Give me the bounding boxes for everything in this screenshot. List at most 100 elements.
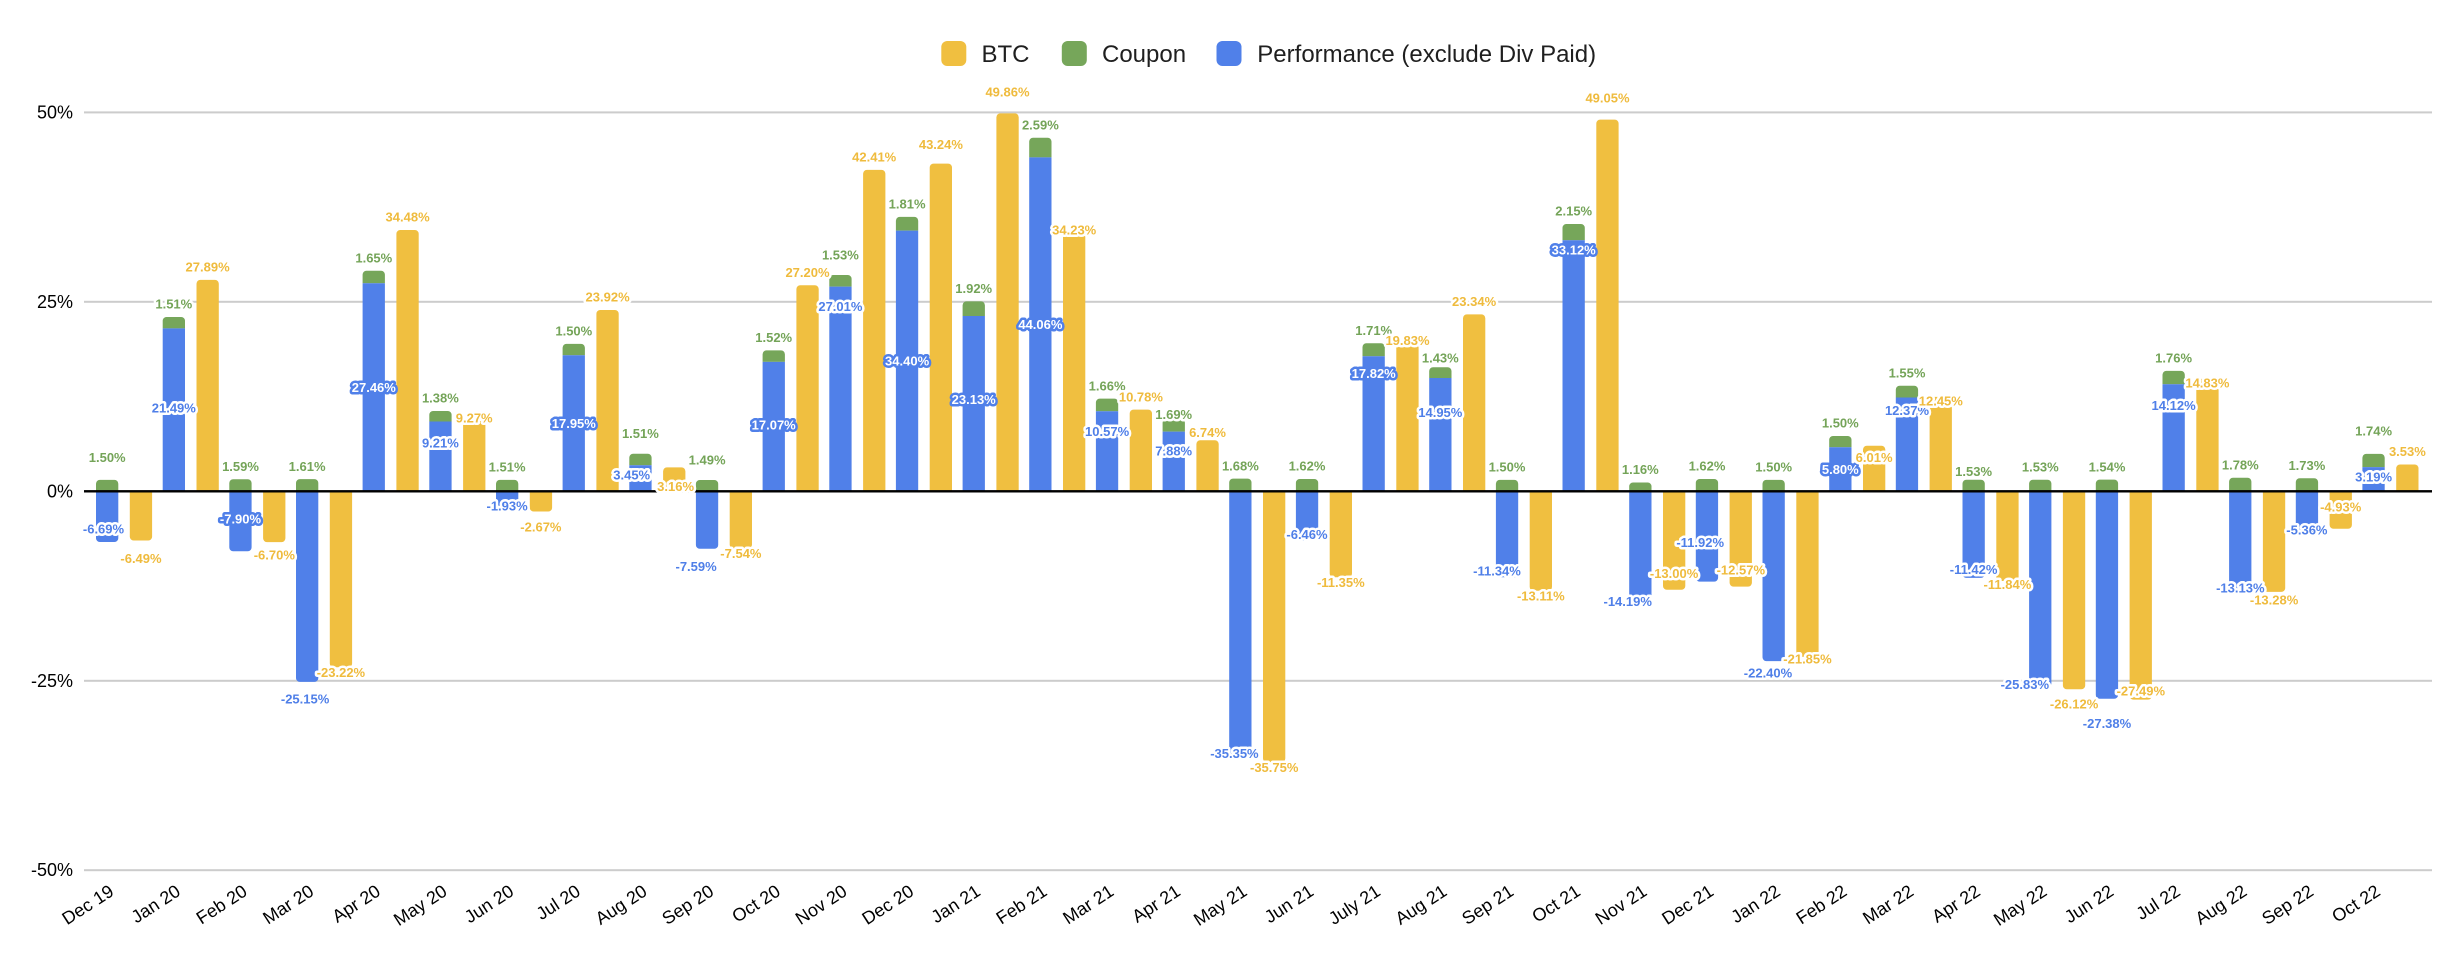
svg-text:-11.92%: -11.92% xyxy=(1676,535,1724,550)
svg-text:23.13%: 23.13% xyxy=(952,392,997,407)
svg-text:1.51%: 1.51% xyxy=(155,297,192,312)
svg-text:34.40%: 34.40% xyxy=(885,354,930,369)
svg-text:-2.67%: -2.67% xyxy=(520,520,562,535)
svg-text:3.19%: 3.19% xyxy=(2355,470,2392,485)
svg-text:6.01%: 6.01% xyxy=(1856,450,1893,465)
svg-text:-7.90%: -7.90% xyxy=(220,512,262,527)
svg-text:-50%: -50% xyxy=(31,860,73,880)
svg-text:17.95%: 17.95% xyxy=(552,416,597,431)
svg-text:27.01%: 27.01% xyxy=(818,299,863,314)
svg-text:1.53%: 1.53% xyxy=(1955,464,1992,479)
svg-text:-13.11%: -13.11% xyxy=(1517,588,1565,603)
svg-text:1.74%: 1.74% xyxy=(2355,424,2392,439)
svg-text:43.24%: 43.24% xyxy=(919,137,964,152)
svg-text:1.69%: 1.69% xyxy=(1155,407,1192,422)
svg-text:-23.22%: -23.22% xyxy=(317,665,366,680)
svg-text:10.57%: 10.57% xyxy=(1085,424,1130,439)
svg-text:5.80%: 5.80% xyxy=(1822,462,1859,477)
svg-text:0%: 0% xyxy=(47,481,73,501)
svg-text:1.50%: 1.50% xyxy=(1822,416,1859,431)
svg-text:1.62%: 1.62% xyxy=(1689,459,1726,474)
svg-text:9.27%: 9.27% xyxy=(456,410,493,425)
svg-text:3.16%: 3.16% xyxy=(657,479,694,494)
svg-text:1.71%: 1.71% xyxy=(1355,323,1392,338)
svg-text:14.95%: 14.95% xyxy=(1418,405,1463,420)
svg-text:17.07%: 17.07% xyxy=(752,418,797,433)
svg-text:Coupon: Coupon xyxy=(1102,41,1186,68)
svg-text:1.53%: 1.53% xyxy=(822,248,859,263)
svg-text:50%: 50% xyxy=(37,102,73,122)
svg-text:BTC: BTC xyxy=(982,41,1030,68)
svg-text:7.88%: 7.88% xyxy=(1155,444,1192,459)
svg-text:21.49%: 21.49% xyxy=(152,401,197,416)
svg-text:-13.00%: -13.00% xyxy=(1650,566,1699,581)
svg-text:-14.19%: -14.19% xyxy=(1603,594,1652,609)
svg-text:10.78%: 10.78% xyxy=(1119,389,1164,404)
svg-text:1.50%: 1.50% xyxy=(1489,460,1526,475)
svg-text:-11.84%: -11.84% xyxy=(1984,577,2032,592)
svg-text:2.15%: 2.15% xyxy=(1555,204,1592,219)
svg-text:1.49%: 1.49% xyxy=(689,452,726,467)
svg-text:49.86%: 49.86% xyxy=(985,84,1030,99)
svg-text:-6.49%: -6.49% xyxy=(120,551,162,566)
svg-text:6.74%: 6.74% xyxy=(1189,425,1226,440)
svg-text:34.23%: 34.23% xyxy=(1052,222,1097,237)
svg-text:-35.75%: -35.75% xyxy=(1250,760,1299,775)
svg-text:3.45%: 3.45% xyxy=(613,468,650,483)
svg-text:27.20%: 27.20% xyxy=(785,265,830,280)
svg-text:-22.40%: -22.40% xyxy=(1744,666,1793,681)
svg-text:Performance (exclude Div Paid): Performance (exclude Div Paid) xyxy=(1257,41,1596,68)
svg-text:1.55%: 1.55% xyxy=(1889,366,1926,381)
svg-text:44.06%: 44.06% xyxy=(1018,317,1063,332)
svg-text:-25%: -25% xyxy=(31,671,73,691)
svg-text:-1.93%: -1.93% xyxy=(486,499,528,514)
svg-text:-6.70%: -6.70% xyxy=(254,547,296,562)
svg-text:-35.35%: -35.35% xyxy=(1210,746,1259,761)
svg-text:-7.59%: -7.59% xyxy=(675,559,717,574)
svg-text:19.83%: 19.83% xyxy=(1385,333,1430,348)
svg-text:1.78%: 1.78% xyxy=(2222,458,2259,473)
svg-text:17.82%: 17.82% xyxy=(1352,366,1397,381)
svg-text:-11.34%: -11.34% xyxy=(1473,563,1521,578)
svg-text:1.38%: 1.38% xyxy=(422,391,459,406)
svg-text:1.65%: 1.65% xyxy=(355,250,392,265)
svg-text:23.34%: 23.34% xyxy=(1452,294,1497,309)
svg-text:-4.93%: -4.93% xyxy=(2320,500,2362,515)
svg-text:-21.85%: -21.85% xyxy=(1783,652,1832,667)
svg-text:-13.13%: -13.13% xyxy=(2216,581,2265,596)
svg-text:1.68%: 1.68% xyxy=(1222,458,1259,473)
svg-text:27.46%: 27.46% xyxy=(352,380,397,395)
svg-text:-25.15%: -25.15% xyxy=(281,691,330,706)
svg-text:1.73%: 1.73% xyxy=(2288,458,2325,473)
svg-text:1.76%: 1.76% xyxy=(2155,351,2192,366)
svg-text:14.12%: 14.12% xyxy=(2152,398,2197,413)
svg-text:-12.57%: -12.57% xyxy=(1717,562,1766,577)
svg-text:25%: 25% xyxy=(37,292,73,312)
svg-text:42.41%: 42.41% xyxy=(852,150,897,165)
svg-text:-27.38%: -27.38% xyxy=(2083,716,2132,731)
svg-text:27.89%: 27.89% xyxy=(186,260,231,275)
svg-text:1.54%: 1.54% xyxy=(2089,459,2126,474)
svg-text:1.92%: 1.92% xyxy=(955,281,992,296)
svg-text:1.43%: 1.43% xyxy=(1422,351,1459,366)
svg-text:-6.46%: -6.46% xyxy=(1286,527,1328,542)
svg-text:3.53%: 3.53% xyxy=(2389,444,2426,459)
svg-text:23.92%: 23.92% xyxy=(586,290,631,305)
svg-text:-25.83%: -25.83% xyxy=(2001,677,2050,692)
svg-text:1.52%: 1.52% xyxy=(755,330,792,345)
svg-text:-7.54%: -7.54% xyxy=(720,546,762,561)
svg-text:1.62%: 1.62% xyxy=(1289,459,1326,474)
svg-text:14.83%: 14.83% xyxy=(2185,375,2230,390)
svg-text:12.37%: 12.37% xyxy=(1885,403,1930,418)
svg-text:1.51%: 1.51% xyxy=(622,426,659,441)
svg-text:1.50%: 1.50% xyxy=(555,324,592,339)
svg-text:-26.12%: -26.12% xyxy=(2050,696,2099,711)
svg-text:49.05%: 49.05% xyxy=(1585,90,1630,105)
svg-text:1.81%: 1.81% xyxy=(889,197,926,212)
svg-text:-11.35%: -11.35% xyxy=(1317,575,1365,590)
svg-text:9.21%: 9.21% xyxy=(422,435,459,450)
svg-text:-11.42%: -11.42% xyxy=(1950,562,1998,577)
svg-text:-6.69%: -6.69% xyxy=(83,522,125,537)
svg-text:2.59%: 2.59% xyxy=(1022,117,1059,132)
svg-text:1.53%: 1.53% xyxy=(2022,459,2059,474)
